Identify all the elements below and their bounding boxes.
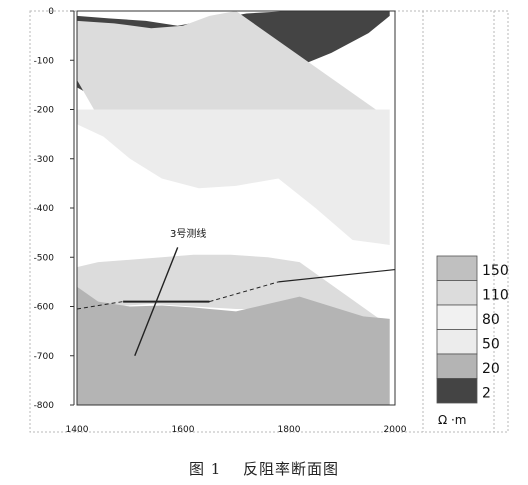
legend-label: 110 — [482, 288, 509, 304]
y-tick-label: -500 — [34, 253, 55, 263]
legend-swatch — [436, 329, 478, 355]
legend-swatch — [436, 304, 478, 330]
figure-number: 图 1 — [188, 460, 222, 478]
legend-label: 80 — [482, 312, 500, 328]
y-tick-label: 0 — [48, 7, 54, 17]
x-tick-label: 2000 — [384, 425, 407, 435]
band-mid-light — [77, 109, 390, 245]
legend-label: 2 — [482, 386, 491, 402]
legend-swatch — [436, 378, 478, 404]
x-tick-label: 1800 — [278, 425, 301, 435]
outer-frame — [29, 10, 509, 433]
plot-clipped-group — [77, 11, 390, 405]
horizon-solid-right — [278, 268, 396, 283]
plot-border — [76, 10, 396, 406]
figure-caption: 图 1 反阻率断面图 — [0, 458, 528, 479]
legend-unit: Ω ·m — [438, 413, 467, 427]
y-tick-label: -400 — [34, 204, 55, 214]
plot-area — [76, 10, 396, 406]
figure-title: 反阻率断面图 — [243, 460, 340, 478]
x-tick-label: 1400 — [66, 425, 89, 435]
y-tick-label: -100 — [34, 56, 55, 66]
y-tick-label: -200 — [34, 106, 55, 116]
legend-swatch — [436, 280, 478, 306]
y-axis: 0 -100 -200 -300 -400 -500 -600 -700 -800 — [34, 7, 75, 411]
horizon-dashed-mid — [209, 281, 279, 303]
y-tick-label: -700 — [34, 352, 55, 362]
band-mid-upper — [77, 11, 390, 137]
band-deep-dark — [77, 286, 390, 405]
legend-swatch — [436, 353, 478, 379]
survey-line-label: 3号测线 — [170, 227, 206, 240]
legend: 150 110 80 50 20 2 Ω ·m — [436, 255, 509, 427]
legend-label: 150 — [482, 263, 509, 279]
x-axis: 1400 1600 1800 2000 — [66, 425, 407, 435]
legend-label: 50 — [482, 337, 500, 353]
legend-swatch — [436, 255, 478, 281]
y-tick-label: -300 — [34, 155, 55, 165]
x-tick-label: 1600 — [172, 425, 195, 435]
y-tick-label: -800 — [34, 401, 55, 411]
legend-label: 20 — [482, 361, 500, 377]
horizon-dashed-left — [76, 301, 124, 310]
y-tick-label: -600 — [34, 303, 55, 313]
